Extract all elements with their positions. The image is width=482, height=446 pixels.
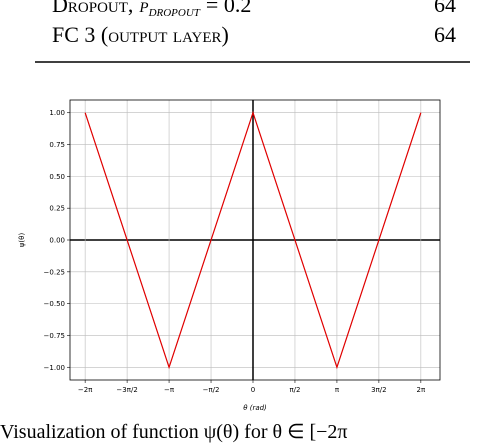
x-tick-label: 2π <box>417 386 426 394</box>
x-tick-label: −π/2 <box>203 386 220 394</box>
table-cell: 64 <box>434 22 456 47</box>
math: p <box>138 0 148 17</box>
table-cell: 64 <box>434 0 456 17</box>
x-tick-label: 3π/2 <box>371 386 386 394</box>
y-tick-label: −0.25 <box>44 268 65 276</box>
row-label: Dropout, <box>52 0 133 17</box>
x-tick-label: 0 <box>251 386 255 394</box>
x-tick-label: −π <box>164 386 175 394</box>
math-rest: = 0.2 <box>206 0 251 17</box>
x-tick-label: π <box>335 386 340 394</box>
y-tick-label: −1.00 <box>44 364 65 372</box>
x-tick-label: −3π/2 <box>116 386 137 394</box>
y-tick-label: −0.50 <box>44 300 65 308</box>
y-tick-label: 0.25 <box>49 205 65 213</box>
y-tick-label: 0.50 <box>49 173 65 181</box>
plot-frame <box>69 99 441 381</box>
y-tick-label: −0.75 <box>44 332 65 340</box>
math-sub: dropout <box>148 4 201 20</box>
table-row-label: FC 3 (output layer) <box>52 22 229 47</box>
y-tick-label: 1.00 <box>49 109 65 117</box>
table-row-label: Dropout, pdropout = 0.2 <box>52 0 251 20</box>
y-tick-label: 0.00 <box>49 237 65 245</box>
x-tick-label: −2π <box>78 386 93 394</box>
data-line <box>84 110 422 370</box>
x-tick-label: π/2 <box>289 386 300 394</box>
y-axis-label: ψ(θ) <box>18 233 26 248</box>
y-tick-label: 0.75 <box>49 141 65 149</box>
caption: Visualization of function ψ(θ) for θ ∈ [… <box>0 421 348 443</box>
x-axis-label: θ (rad) <box>243 404 267 412</box>
